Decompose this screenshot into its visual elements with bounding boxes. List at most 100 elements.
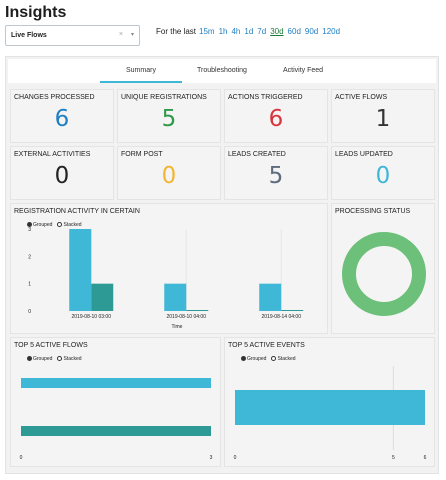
y-tick-label: 3 bbox=[28, 227, 31, 233]
radio-selected-icon bbox=[241, 356, 246, 361]
flow-select[interactable]: Live Flows × ▾ bbox=[5, 25, 140, 46]
radio-icon bbox=[57, 356, 63, 361]
stat-value: 6 bbox=[54, 106, 70, 132]
range-link-90d[interactable]: 90d bbox=[304, 27, 319, 36]
legend-grouped-label: Grouped bbox=[33, 356, 53, 362]
x-tick-label: 2019-08-10 03:00 bbox=[72, 314, 112, 320]
x-tick-label: 5 bbox=[392, 455, 395, 461]
page-title: Insights bbox=[5, 4, 67, 21]
legend-grouped[interactable]: Grouped bbox=[241, 356, 266, 362]
radio-icon bbox=[57, 222, 63, 227]
top-events-bar-chart: 0 5 6 bbox=[234, 366, 427, 461]
range-link-1d[interactable]: 1d bbox=[244, 27, 254, 36]
stat-value: 5 bbox=[161, 106, 177, 132]
stat-label: ACTIVE FLOWS bbox=[335, 94, 388, 101]
stat-card-form-post: FORM POST 0 bbox=[117, 146, 221, 200]
chevron-down-icon[interactable]: ▾ bbox=[130, 32, 134, 38]
registration-activity-panel: REGISTRATION ACTIVITY IN CERTAIN Grouped… bbox=[10, 203, 328, 334]
stat-label: EXTERNAL ACTIVITIES bbox=[14, 151, 91, 158]
bar bbox=[164, 283, 187, 311]
legend-stacked-label: Stacked bbox=[63, 222, 82, 228]
legend-stacked[interactable]: Stacked bbox=[271, 356, 296, 362]
range-link-30d[interactable]: 30d bbox=[270, 27, 284, 36]
stat-card-active-flows: ACTIVE FLOWS 1 bbox=[331, 89, 435, 143]
panel-title: REGISTRATION ACTIVITY IN CERTAIN bbox=[14, 208, 140, 215]
stat-value: 5 bbox=[268, 163, 284, 189]
stat-label: FORM POST bbox=[121, 151, 163, 158]
stat-label: UNIQUE REGISTRATIONS bbox=[121, 94, 207, 101]
range-link-120d[interactable]: 120d bbox=[322, 27, 341, 36]
radio-selected-icon bbox=[27, 222, 32, 227]
legend-stacked[interactable]: Stacked bbox=[57, 222, 82, 228]
bar bbox=[91, 283, 114, 311]
panel-title: PROCESSING STATUS bbox=[335, 208, 411, 215]
bar bbox=[259, 283, 282, 311]
x-axis-label: Time bbox=[172, 324, 183, 330]
bar bbox=[235, 390, 425, 425]
tab-bar: Summary Troubleshooting Activity Feed bbox=[8, 59, 436, 83]
processing-status-panel: PROCESSING STATUS bbox=[331, 203, 435, 334]
x-tick-label: 0 bbox=[20, 455, 23, 461]
tab-activity-feed[interactable]: Activity Feed bbox=[283, 67, 324, 74]
legend-grouped[interactable]: Grouped bbox=[27, 222, 52, 228]
x-tick-label: 3 bbox=[210, 455, 213, 461]
radio-selected-icon bbox=[27, 356, 32, 361]
stat-value: 0 bbox=[161, 163, 177, 189]
bar bbox=[69, 229, 92, 311]
range-link-1h[interactable]: 1h bbox=[218, 27, 228, 36]
stat-value: 0 bbox=[54, 163, 70, 189]
stat-card-unique-registrations: UNIQUE REGISTRATIONS 5 bbox=[117, 89, 221, 143]
bar bbox=[281, 310, 304, 311]
range-link-7d[interactable]: 7d bbox=[257, 27, 267, 36]
stat-label: ACTIONS TRIGGERED bbox=[228, 94, 303, 101]
stat-card-leads-updated: LEADS UPDATED 0 bbox=[331, 146, 435, 200]
legend-grouped-label: Grouped bbox=[247, 356, 267, 362]
y-tick-label: 1 bbox=[28, 282, 31, 288]
panel-title: TOP 5 ACTIVE EVENTS bbox=[228, 342, 305, 349]
legend-stacked[interactable]: Stacked bbox=[57, 356, 82, 362]
x-tick-label: 2019-08-14 04:00 bbox=[262, 314, 302, 320]
stat-value: 1 bbox=[375, 106, 391, 132]
stat-label: LEADS UPDATED bbox=[335, 151, 393, 158]
processing-status-donut bbox=[342, 232, 426, 316]
registration-bar-chart: 0 1 2 3 2019-08-10 03:00 2019-08-10 04:00 2019… bbox=[28, 227, 304, 330]
clear-icon[interactable]: × bbox=[118, 31, 123, 38]
legend-grouped-label: Grouped bbox=[33, 222, 53, 228]
radio-icon bbox=[271, 356, 277, 361]
bar bbox=[21, 426, 211, 436]
stat-card-leads-created: LEADS CREATED 5 bbox=[224, 146, 328, 200]
range-link-4h[interactable]: 4h bbox=[231, 27, 241, 36]
tab-summary[interactable]: Summary bbox=[126, 67, 156, 74]
x-tick-label: 0 bbox=[234, 455, 237, 461]
panel-title: TOP 5 ACTIVE FLOWS bbox=[14, 342, 88, 349]
flow-select-value: Live Flows bbox=[11, 32, 47, 39]
x-tick-label: 6 bbox=[424, 455, 427, 461]
stat-label: LEADS CREATED bbox=[228, 151, 286, 158]
top-active-events-panel: TOP 5 ACTIVE EVENTS Grouped Stacked 0 5 6 bbox=[224, 337, 435, 467]
stat-card-changes-processed: CHANGES PROCESSED 6 bbox=[10, 89, 114, 143]
x-tick-label: 2019-08-10 04:00 bbox=[167, 314, 207, 320]
stat-card-actions-triggered: ACTIONS TRIGGERED 6 bbox=[224, 89, 328, 143]
for-last-label: For the last bbox=[156, 27, 197, 36]
stat-value: 0 bbox=[375, 163, 391, 189]
time-range-links: 15m 1h 4h 1d 7d 30d 60d 90d 120d bbox=[199, 27, 340, 36]
chart-legend: Grouped Stacked bbox=[241, 356, 296, 362]
legend-stacked-label: Stacked bbox=[63, 356, 82, 362]
stat-label: CHANGES PROCESSED bbox=[14, 94, 95, 101]
stat-card-external-activities: EXTERNAL ACTIVITIES 0 bbox=[10, 146, 114, 200]
y-tick-label: 0 bbox=[28, 309, 31, 315]
bar bbox=[21, 378, 211, 388]
range-link-60d[interactable]: 60d bbox=[287, 27, 301, 36]
donut-slice bbox=[342, 232, 426, 316]
chart-legend: Grouped Stacked bbox=[27, 222, 82, 228]
stat-value: 6 bbox=[268, 106, 284, 132]
y-tick-label: 2 bbox=[28, 254, 31, 260]
bar bbox=[186, 310, 209, 311]
range-link-15m[interactable]: 15m bbox=[199, 27, 215, 36]
legend-grouped[interactable]: Grouped bbox=[27, 356, 52, 362]
tab-troubleshooting[interactable]: Troubleshooting bbox=[197, 67, 247, 74]
chart-legend: Grouped Stacked bbox=[27, 356, 82, 362]
legend-stacked-label: Stacked bbox=[277, 356, 296, 362]
